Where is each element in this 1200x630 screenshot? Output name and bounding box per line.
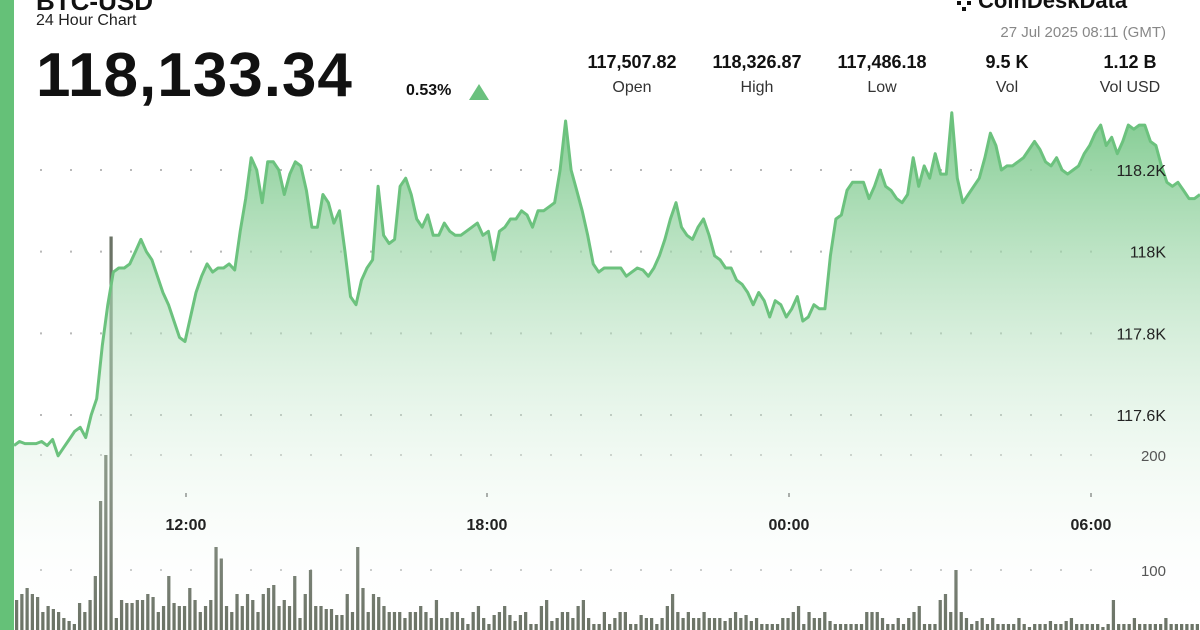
- y-tick-label: 117.6K: [1116, 408, 1166, 425]
- x-tick-label: 00:00: [769, 517, 810, 534]
- coindesk-logo-icon: [957, 1, 971, 11]
- current-price: 118,133.34: [36, 41, 353, 110]
- stat-vol-value: 9.5 K: [985, 52, 1029, 72]
- stat-vol-usd-value: 1.12 B: [1103, 52, 1157, 72]
- stat-open: 117,507.82 Open: [572, 52, 692, 97]
- volume-tick-label: 200: [1141, 448, 1166, 465]
- stat-high-label: High: [740, 79, 774, 96]
- timestamp: 27 Jul 2025 08:11 (GMT): [1000, 24, 1166, 41]
- logo-text: CoinDeskData: [978, 0, 1128, 13]
- x-tick-label: 12:00: [166, 517, 207, 534]
- stat-open-value: 117,507.82: [587, 52, 677, 72]
- stat-low-value: 117,486.18: [837, 52, 927, 72]
- stat-open-label: Open: [612, 79, 652, 96]
- stat-vol-label: Vol: [995, 79, 1019, 96]
- up-arrow-icon: [469, 84, 489, 100]
- stat-vol: 9.5 K Vol: [957, 52, 1057, 97]
- y-tick-label: 118K: [1130, 245, 1167, 262]
- x-tick-label: 06:00: [1071, 517, 1112, 534]
- chart-subtitle: 24 Hour Chart: [36, 12, 137, 29]
- stat-low: 117,486.18 Low: [822, 52, 942, 97]
- stat-low-label: Low: [867, 79, 897, 96]
- stat-high: 118,326.87 High: [697, 52, 817, 97]
- y-tick-label: 117.8K: [1116, 326, 1166, 343]
- price-area-fill: [14, 112, 1200, 630]
- y-tick-label: 118.2K: [1116, 163, 1166, 180]
- x-tick-label: 18:00: [467, 517, 508, 534]
- price-change-percent: 0.53%: [406, 82, 452, 99]
- price-line: [13, 111, 1200, 458]
- stat-vol-usd: 1.12 B Vol USD: [1080, 52, 1180, 97]
- pair-title: BTC-USD: [36, 0, 153, 16]
- accent-bar: [0, 0, 14, 630]
- stat-high-value: 118,326.87: [712, 52, 802, 72]
- brand-logo: CoinDeskData: [956, 0, 1127, 14]
- volume-tick-label: 100: [1141, 563, 1166, 580]
- stat-vol-usd-label: Vol USD: [1099, 79, 1161, 96]
